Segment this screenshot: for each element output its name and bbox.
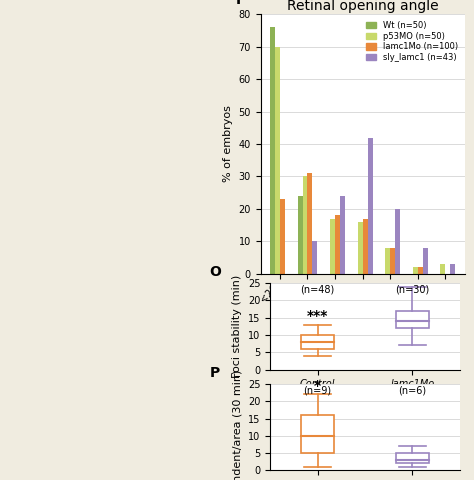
Title: Retinal opening angle: Retinal opening angle	[287, 0, 438, 13]
Bar	[413, 267, 418, 274]
Bar	[308, 173, 312, 274]
Bar	[418, 267, 423, 274]
Text: P: P	[210, 366, 220, 380]
Text: (n=30): (n=30)	[395, 285, 429, 295]
Bar	[440, 264, 446, 274]
Text: (n=6): (n=6)	[398, 386, 427, 396]
Bar	[363, 218, 367, 274]
Bar	[330, 218, 335, 274]
Bar	[312, 241, 318, 274]
Bar	[367, 137, 373, 274]
Bar	[395, 209, 400, 274]
Legend: Wt (n=50), p53MO (n=50), lamc1Mo (n=100), sly_lamc1 (n=43): Wt (n=50), p53MO (n=50), lamc1Mo (n=100)…	[364, 19, 460, 65]
Text: F: F	[236, 0, 246, 7]
Bar	[301, 415, 334, 453]
Bar	[390, 248, 395, 274]
Bar	[340, 196, 345, 274]
Y-axis label: indent/area (30 min): indent/area (30 min)	[232, 370, 242, 480]
Bar	[301, 335, 334, 349]
Bar	[275, 47, 280, 274]
Y-axis label: Foci stability (min): Foci stability (min)	[232, 275, 242, 378]
Bar	[280, 199, 285, 274]
Text: ***: ***	[307, 309, 328, 323]
Bar	[423, 248, 428, 274]
Text: O: O	[210, 265, 221, 279]
Bar	[358, 222, 363, 274]
Text: (n=48): (n=48)	[301, 285, 335, 295]
Text: *: *	[314, 379, 321, 393]
Bar	[270, 27, 275, 274]
Bar	[335, 216, 340, 274]
Bar	[298, 196, 302, 274]
Bar	[302, 177, 308, 274]
Bar	[450, 264, 455, 274]
Bar	[396, 311, 429, 328]
Y-axis label: % of embryos: % of embryos	[223, 106, 233, 182]
Bar	[385, 248, 390, 274]
Text: (n=9): (n=9)	[303, 386, 332, 396]
Bar	[396, 453, 429, 464]
